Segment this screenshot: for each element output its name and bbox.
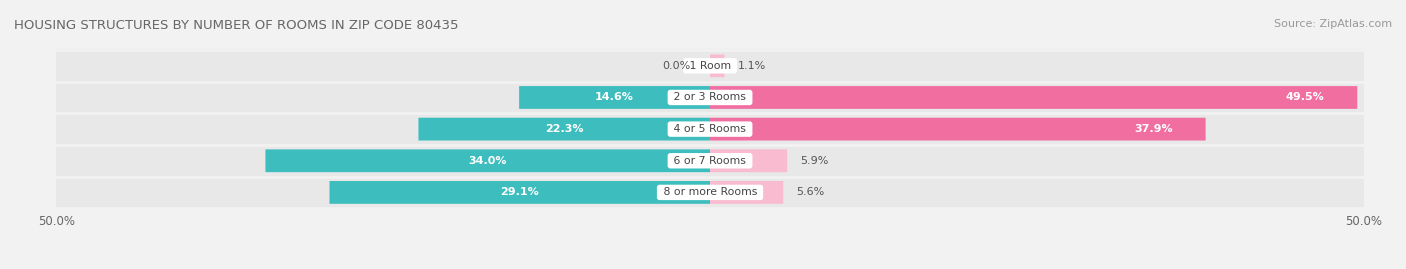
- FancyBboxPatch shape: [710, 118, 1205, 140]
- Text: 37.9%: 37.9%: [1135, 124, 1173, 134]
- Text: 34.0%: 34.0%: [468, 156, 508, 166]
- Text: 2 or 3 Rooms: 2 or 3 Rooms: [671, 93, 749, 102]
- FancyBboxPatch shape: [55, 175, 1365, 210]
- Legend: Owner-occupied, Renter-occupied: Owner-occupied, Renter-occupied: [586, 266, 834, 269]
- Text: 14.6%: 14.6%: [595, 93, 634, 102]
- Text: 49.5%: 49.5%: [1286, 93, 1324, 102]
- FancyBboxPatch shape: [55, 144, 1365, 178]
- Text: 8 or more Rooms: 8 or more Rooms: [659, 187, 761, 197]
- FancyBboxPatch shape: [710, 181, 783, 204]
- FancyBboxPatch shape: [55, 112, 1365, 146]
- FancyBboxPatch shape: [329, 181, 710, 204]
- FancyBboxPatch shape: [710, 86, 1357, 109]
- Text: 5.9%: 5.9%: [800, 156, 828, 166]
- Text: 4 or 5 Rooms: 4 or 5 Rooms: [671, 124, 749, 134]
- Text: 1 Room: 1 Room: [686, 61, 734, 71]
- Text: 0.0%: 0.0%: [662, 61, 690, 71]
- Text: 29.1%: 29.1%: [501, 187, 538, 197]
- Text: 1.1%: 1.1%: [738, 61, 766, 71]
- FancyBboxPatch shape: [710, 149, 787, 172]
- FancyBboxPatch shape: [710, 54, 724, 77]
- Text: Source: ZipAtlas.com: Source: ZipAtlas.com: [1274, 19, 1392, 29]
- FancyBboxPatch shape: [55, 80, 1365, 115]
- FancyBboxPatch shape: [419, 118, 710, 140]
- FancyBboxPatch shape: [266, 149, 710, 172]
- FancyBboxPatch shape: [519, 86, 710, 109]
- Text: 22.3%: 22.3%: [546, 124, 583, 134]
- FancyBboxPatch shape: [55, 49, 1365, 83]
- Text: 6 or 7 Rooms: 6 or 7 Rooms: [671, 156, 749, 166]
- Text: HOUSING STRUCTURES BY NUMBER OF ROOMS IN ZIP CODE 80435: HOUSING STRUCTURES BY NUMBER OF ROOMS IN…: [14, 19, 458, 32]
- Text: 5.6%: 5.6%: [796, 187, 824, 197]
